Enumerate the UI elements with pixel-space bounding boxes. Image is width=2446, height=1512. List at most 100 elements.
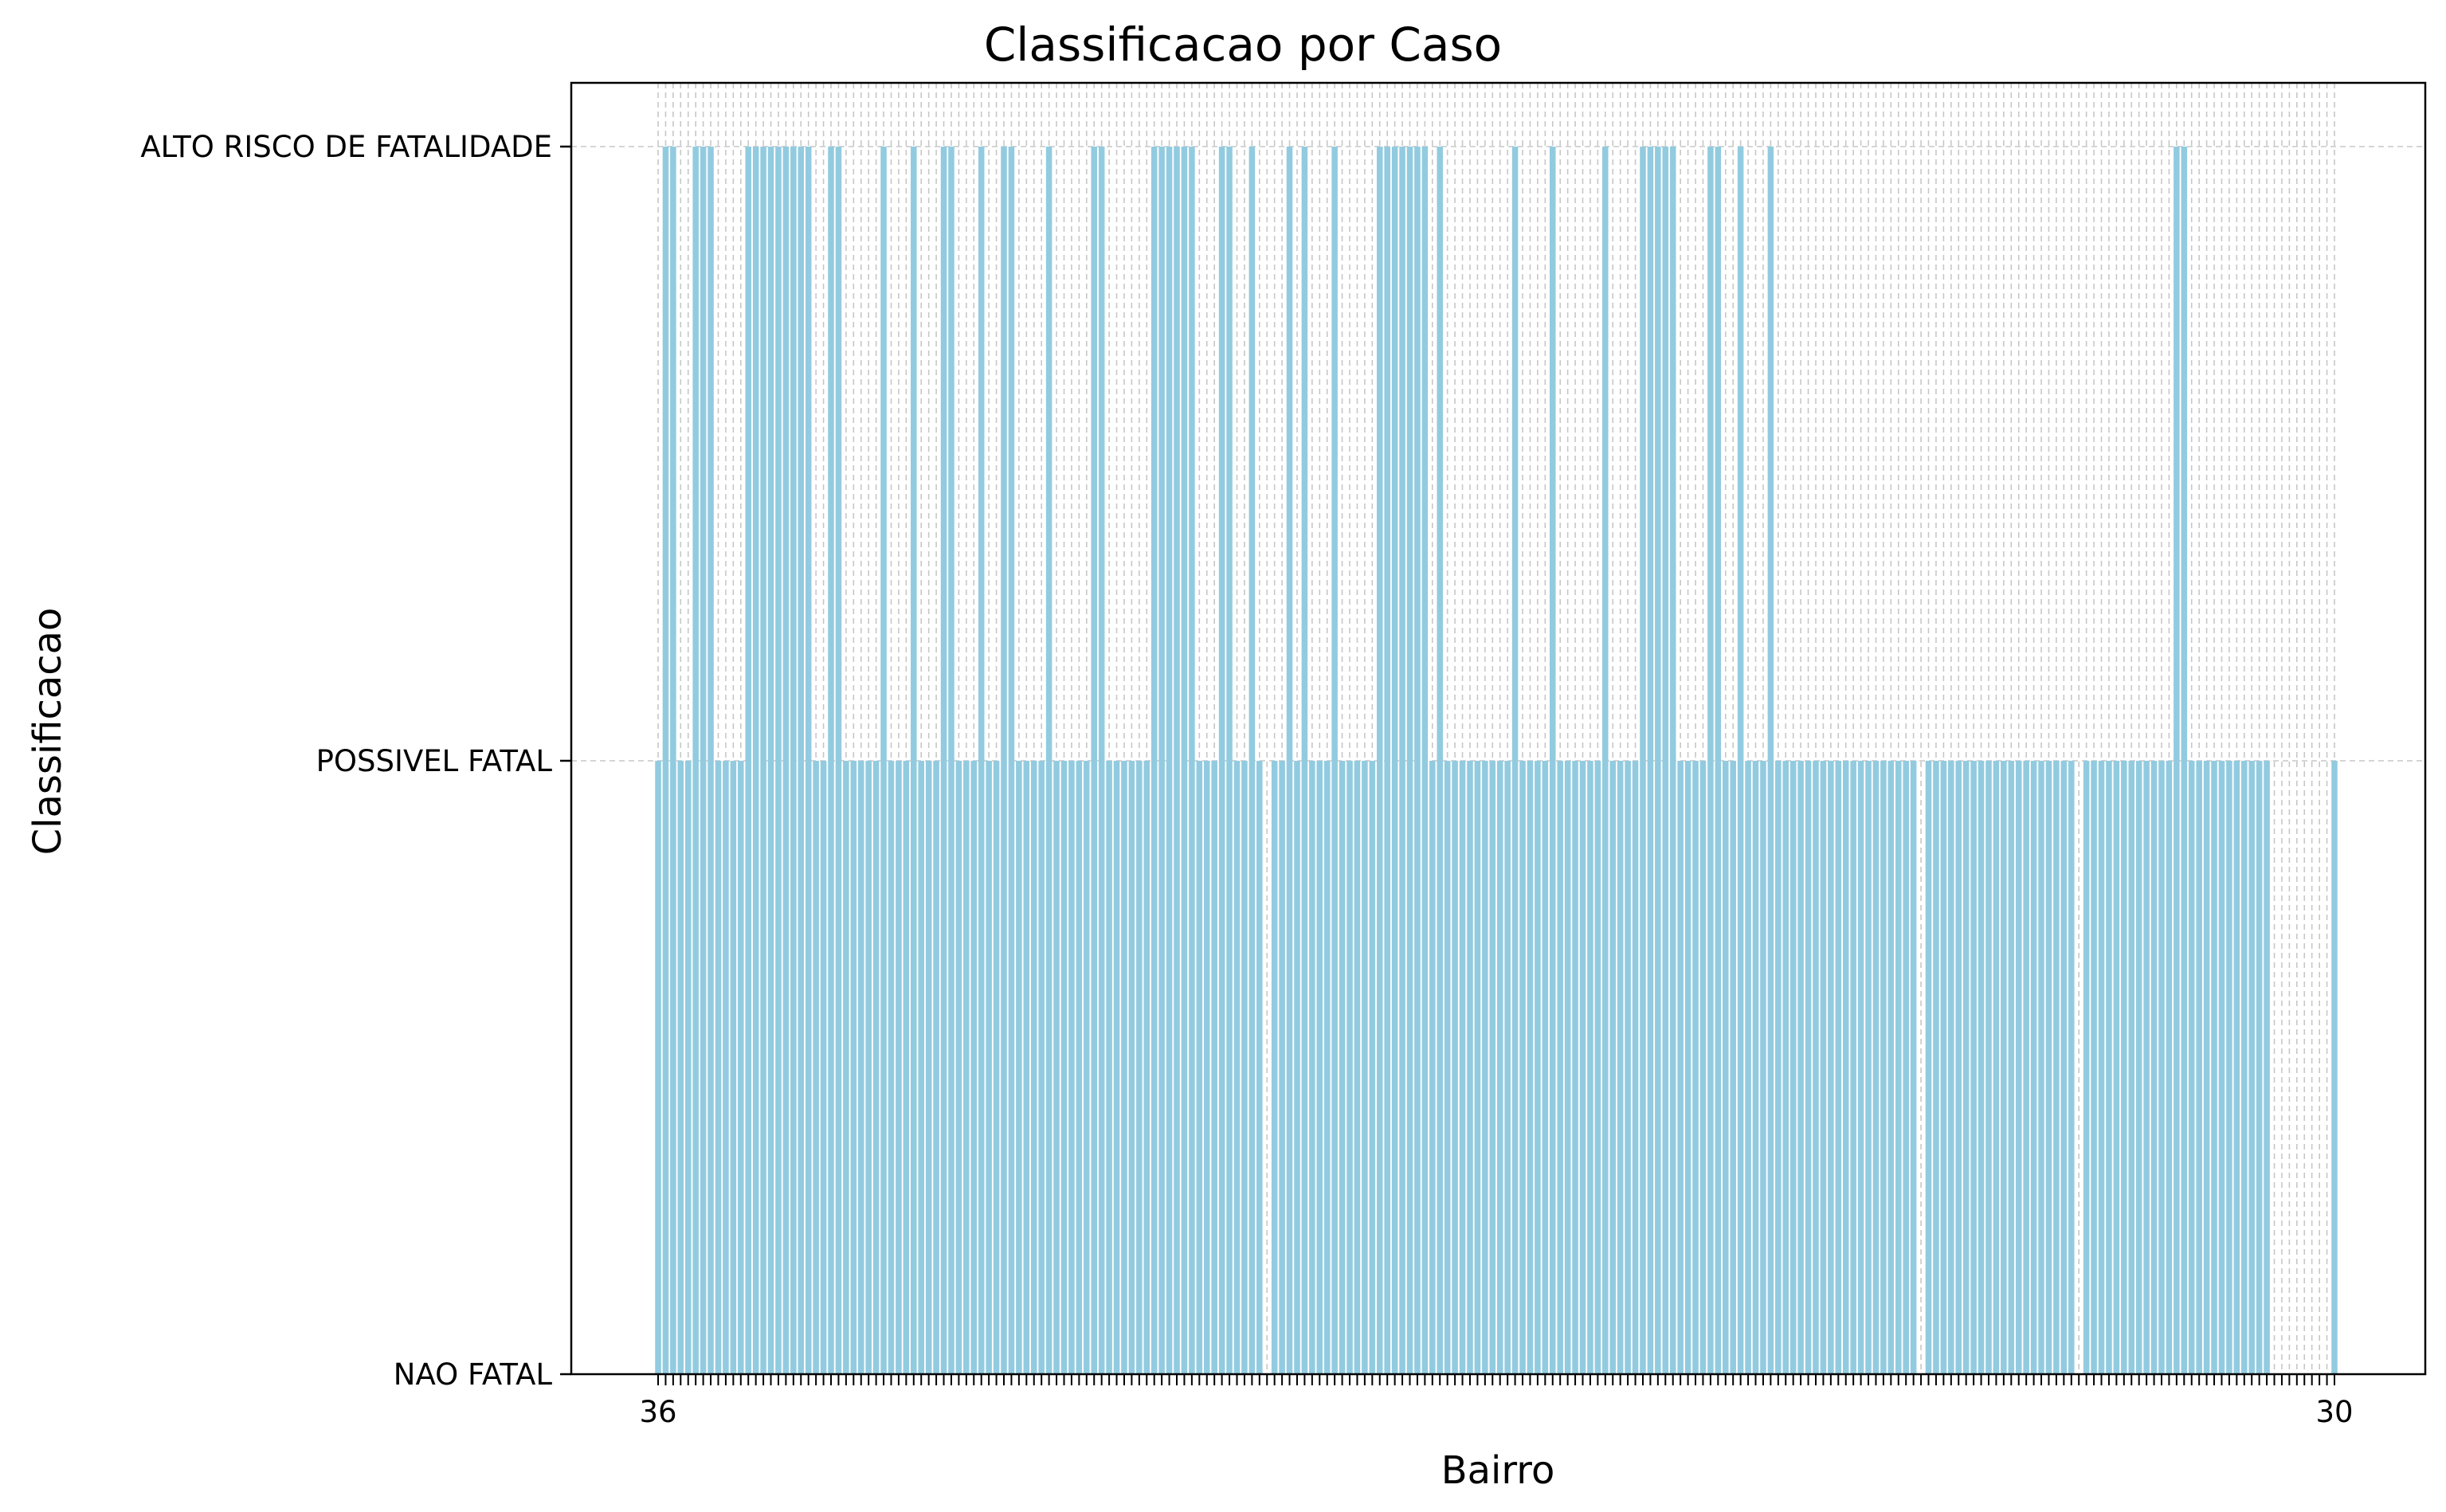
bar	[1399, 147, 1405, 1374]
bar	[1362, 761, 1368, 1374]
bar	[813, 761, 819, 1374]
bar	[1444, 761, 1451, 1374]
bar	[896, 761, 902, 1374]
bar	[708, 147, 714, 1374]
bar	[1617, 761, 1624, 1374]
bar	[1241, 761, 1248, 1374]
bar	[760, 147, 766, 1374]
bar	[2068, 761, 2075, 1374]
bar	[655, 761, 661, 1374]
bar	[1098, 147, 1105, 1374]
bar	[1369, 761, 1376, 1374]
bar	[692, 147, 699, 1374]
bar	[1158, 147, 1165, 1374]
bar	[1376, 147, 1383, 1374]
bar	[2015, 761, 2022, 1374]
bar	[903, 761, 910, 1374]
bar	[2264, 761, 2270, 1374]
bar	[1060, 761, 1068, 1374]
bar	[1632, 761, 1639, 1374]
bar	[1978, 761, 1985, 1374]
bar	[1895, 761, 1902, 1374]
bar	[1068, 761, 1075, 1374]
bar	[2038, 761, 2044, 1374]
bar	[1128, 761, 1135, 1374]
bar	[1452, 761, 1458, 1374]
bar	[1038, 761, 1045, 1374]
bar	[2128, 761, 2135, 1374]
bar	[805, 147, 812, 1374]
bar	[1504, 761, 1511, 1374]
bar	[1655, 147, 1661, 1374]
bar	[2226, 761, 2232, 1374]
bar	[1782, 761, 1789, 1374]
bar	[1203, 761, 1210, 1374]
x-tick-labels: 36 30	[639, 1395, 2353, 1429]
bar	[1256, 761, 1263, 1374]
bar	[745, 147, 751, 1374]
bar	[2158, 761, 2165, 1374]
bar	[723, 761, 729, 1374]
bar	[1150, 147, 1158, 1374]
bar	[1910, 761, 1917, 1374]
bar	[1045, 147, 1052, 1374]
bar	[2196, 761, 2202, 1374]
bar	[1557, 761, 1563, 1374]
bar	[1482, 761, 1488, 1374]
bar	[1828, 761, 1834, 1374]
bar	[1579, 761, 1586, 1374]
bar	[1136, 761, 1143, 1374]
bar	[986, 761, 992, 1374]
bar	[1722, 761, 1729, 1374]
bar	[993, 761, 1000, 1374]
bar	[670, 147, 676, 1374]
bar	[1181, 147, 1188, 1374]
bar	[1933, 761, 1939, 1374]
bar	[1647, 147, 1654, 1374]
bar	[2045, 761, 2052, 1374]
bar	[1955, 761, 1962, 1374]
bar	[1684, 761, 1691, 1374]
bar	[1707, 147, 1714, 1374]
bar	[1489, 761, 1496, 1374]
y-tick-label: POSSIVEL FATAL	[316, 744, 553, 778]
bar	[933, 761, 939, 1374]
y-axis-label: Classificacao	[25, 608, 70, 856]
bar	[730, 761, 737, 1374]
bar	[1233, 761, 1241, 1374]
bar	[1677, 761, 1684, 1374]
axes	[560, 81, 2427, 1385]
bar	[1737, 147, 1744, 1374]
bar	[1872, 761, 1880, 1374]
bar	[1053, 761, 1060, 1374]
bar	[1662, 147, 1669, 1374]
bar	[2218, 761, 2225, 1374]
bar	[2143, 761, 2150, 1374]
bar	[1511, 147, 1519, 1374]
bar	[872, 761, 880, 1374]
bar	[2241, 761, 2248, 1374]
bar	[1346, 761, 1353, 1374]
bar	[1925, 761, 1932, 1374]
bar	[955, 761, 962, 1374]
bar	[857, 761, 864, 1374]
bar	[1001, 147, 1007, 1374]
bar	[2181, 147, 2188, 1374]
bar	[2188, 761, 2195, 1374]
bar	[911, 147, 917, 1374]
bar	[1384, 147, 1390, 1374]
bar	[1669, 147, 1676, 1374]
bar	[978, 147, 985, 1374]
bar	[684, 761, 692, 1374]
bar	[1857, 761, 1864, 1374]
plot-frame	[570, 81, 2427, 1376]
bar	[2174, 147, 2180, 1374]
bar	[2023, 761, 2029, 1374]
bar	[2211, 761, 2217, 1374]
bar	[1459, 761, 1466, 1374]
bar	[2053, 761, 2060, 1374]
bar	[2083, 761, 2090, 1374]
bar	[850, 761, 857, 1374]
bar	[1226, 147, 1233, 1374]
bar	[1715, 147, 1722, 1374]
